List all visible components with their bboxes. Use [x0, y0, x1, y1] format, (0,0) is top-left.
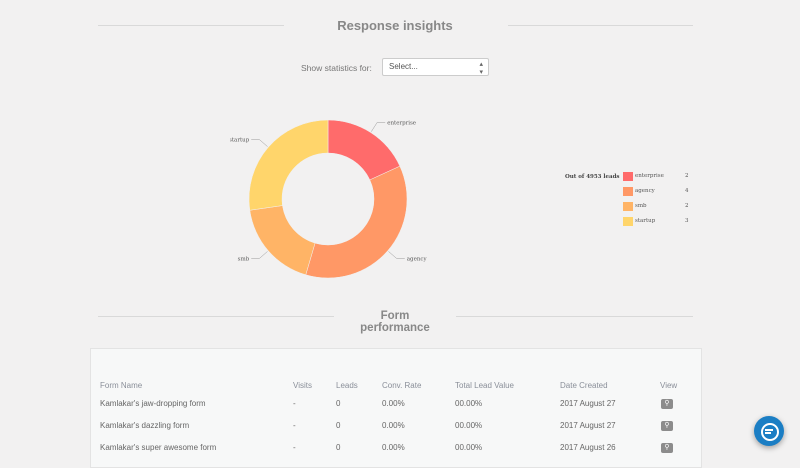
legend-label: smb: [635, 203, 647, 209]
donut-label-enterprise: enterprise: [387, 120, 416, 126]
row-total-lead-value: 00.00%: [455, 443, 483, 452]
row-conv-rate: 0.00%: [382, 399, 405, 408]
row-total-lead-value: 00.00%: [455, 399, 483, 408]
legend-item-startup: startup 3: [623, 217, 753, 227]
donut-svg: enterprise agency smb startup: [229, 119, 428, 279]
legend-item-smb: smb 2: [623, 202, 753, 212]
legend-swatch: [623, 172, 633, 181]
row-leads: 0: [336, 421, 341, 430]
divider-right: [456, 316, 693, 317]
legend-item-agency: agency 4: [623, 187, 753, 197]
legend-count: 3: [685, 218, 689, 224]
donut-slice-smb[interactable]: [249, 205, 316, 276]
form-performance-card: Form Name Visits Leads Conv. Rate Total …: [90, 348, 702, 468]
row-date-created: 2017 August 27: [560, 399, 616, 408]
view-button[interactable]: ⚲: [661, 421, 673, 431]
magnifier-icon: ⚲: [664, 422, 670, 429]
row-date-created: 2017 August 26: [560, 443, 616, 452]
stats-select-value: Select...: [389, 62, 418, 71]
donut-label-smb: smb: [238, 257, 250, 263]
legend-swatch: [623, 187, 633, 196]
donut-leader-line: [388, 251, 405, 259]
row-date-created: 2017 August 27: [560, 421, 616, 430]
divider-right: [508, 25, 693, 26]
donut-slice-agency[interactable]: [305, 165, 408, 279]
column-header-conv-rate: Conv. Rate: [382, 381, 422, 390]
row-visits: -: [293, 421, 296, 430]
row-form-name[interactable]: Kamlakar's super awesome form: [100, 443, 217, 452]
legend-label: agency: [635, 188, 655, 194]
column-header-total-lead-value: Total Lead Value: [455, 381, 515, 390]
leads-donut-chart: enterprise agency smb startup: [229, 110, 430, 290]
legend-header: Out of 4953 leads: [565, 174, 620, 180]
row-form-name[interactable]: Kamlakar's jaw-dropping form: [100, 399, 206, 408]
legend-count: 2: [685, 203, 689, 209]
legend-swatch: [623, 217, 633, 226]
chat-icon-line: [765, 429, 773, 431]
form-performance-title: Form performance: [360, 310, 430, 334]
donut-label-startup: startup: [230, 137, 250, 143]
row-form-name[interactable]: Kamlakar's dazzling form: [100, 421, 190, 430]
chat-icon: [761, 423, 779, 441]
stats-label: Show statistics for:: [301, 63, 372, 73]
donut-label-agency: agency: [407, 257, 428, 263]
row-conv-rate: 0.00%: [382, 443, 405, 452]
row-total-lead-value: 00.00%: [455, 421, 483, 430]
donut-slice-startup[interactable]: [248, 119, 329, 211]
legend-count: 4: [685, 188, 689, 194]
view-button[interactable]: ⚲: [661, 399, 673, 409]
view-button[interactable]: ⚲: [661, 443, 673, 453]
divider-left: [98, 25, 284, 26]
legend-label: enterprise: [635, 173, 664, 179]
magnifier-icon: ⚲: [664, 444, 670, 451]
row-visits: -: [293, 399, 296, 408]
donut-leader-line: [371, 122, 386, 132]
row-leads: 0: [336, 399, 341, 408]
legend-swatch: [623, 202, 633, 211]
magnifier-icon: ⚲: [664, 400, 670, 407]
divider-left: [98, 316, 334, 317]
response-insights-title: Response insights: [337, 18, 453, 33]
column-header-view: View: [660, 381, 678, 390]
legend-item-enterprise: enterprise 2: [623, 172, 753, 182]
donut-leader-line: [251, 139, 268, 147]
chat-launcher-button[interactable]: [754, 416, 784, 446]
legend-label: startup: [635, 218, 656, 224]
legend-count: 2: [685, 173, 689, 179]
column-header-visits: Visits: [293, 381, 312, 390]
chat-icon-line: [765, 432, 771, 434]
donut-leader-line: [251, 251, 268, 259]
row-leads: 0: [336, 443, 341, 452]
column-header-leads: Leads: [336, 381, 358, 390]
select-arrows-icon: ▴ ▾: [479, 61, 483, 76]
row-conv-rate: 0.00%: [382, 421, 405, 430]
row-visits: -: [293, 443, 296, 452]
stats-select[interactable]: Select... ▴ ▾: [382, 58, 489, 76]
column-header-form-name: Form Name: [100, 381, 143, 390]
column-header-date-created: Date Created: [560, 381, 608, 390]
